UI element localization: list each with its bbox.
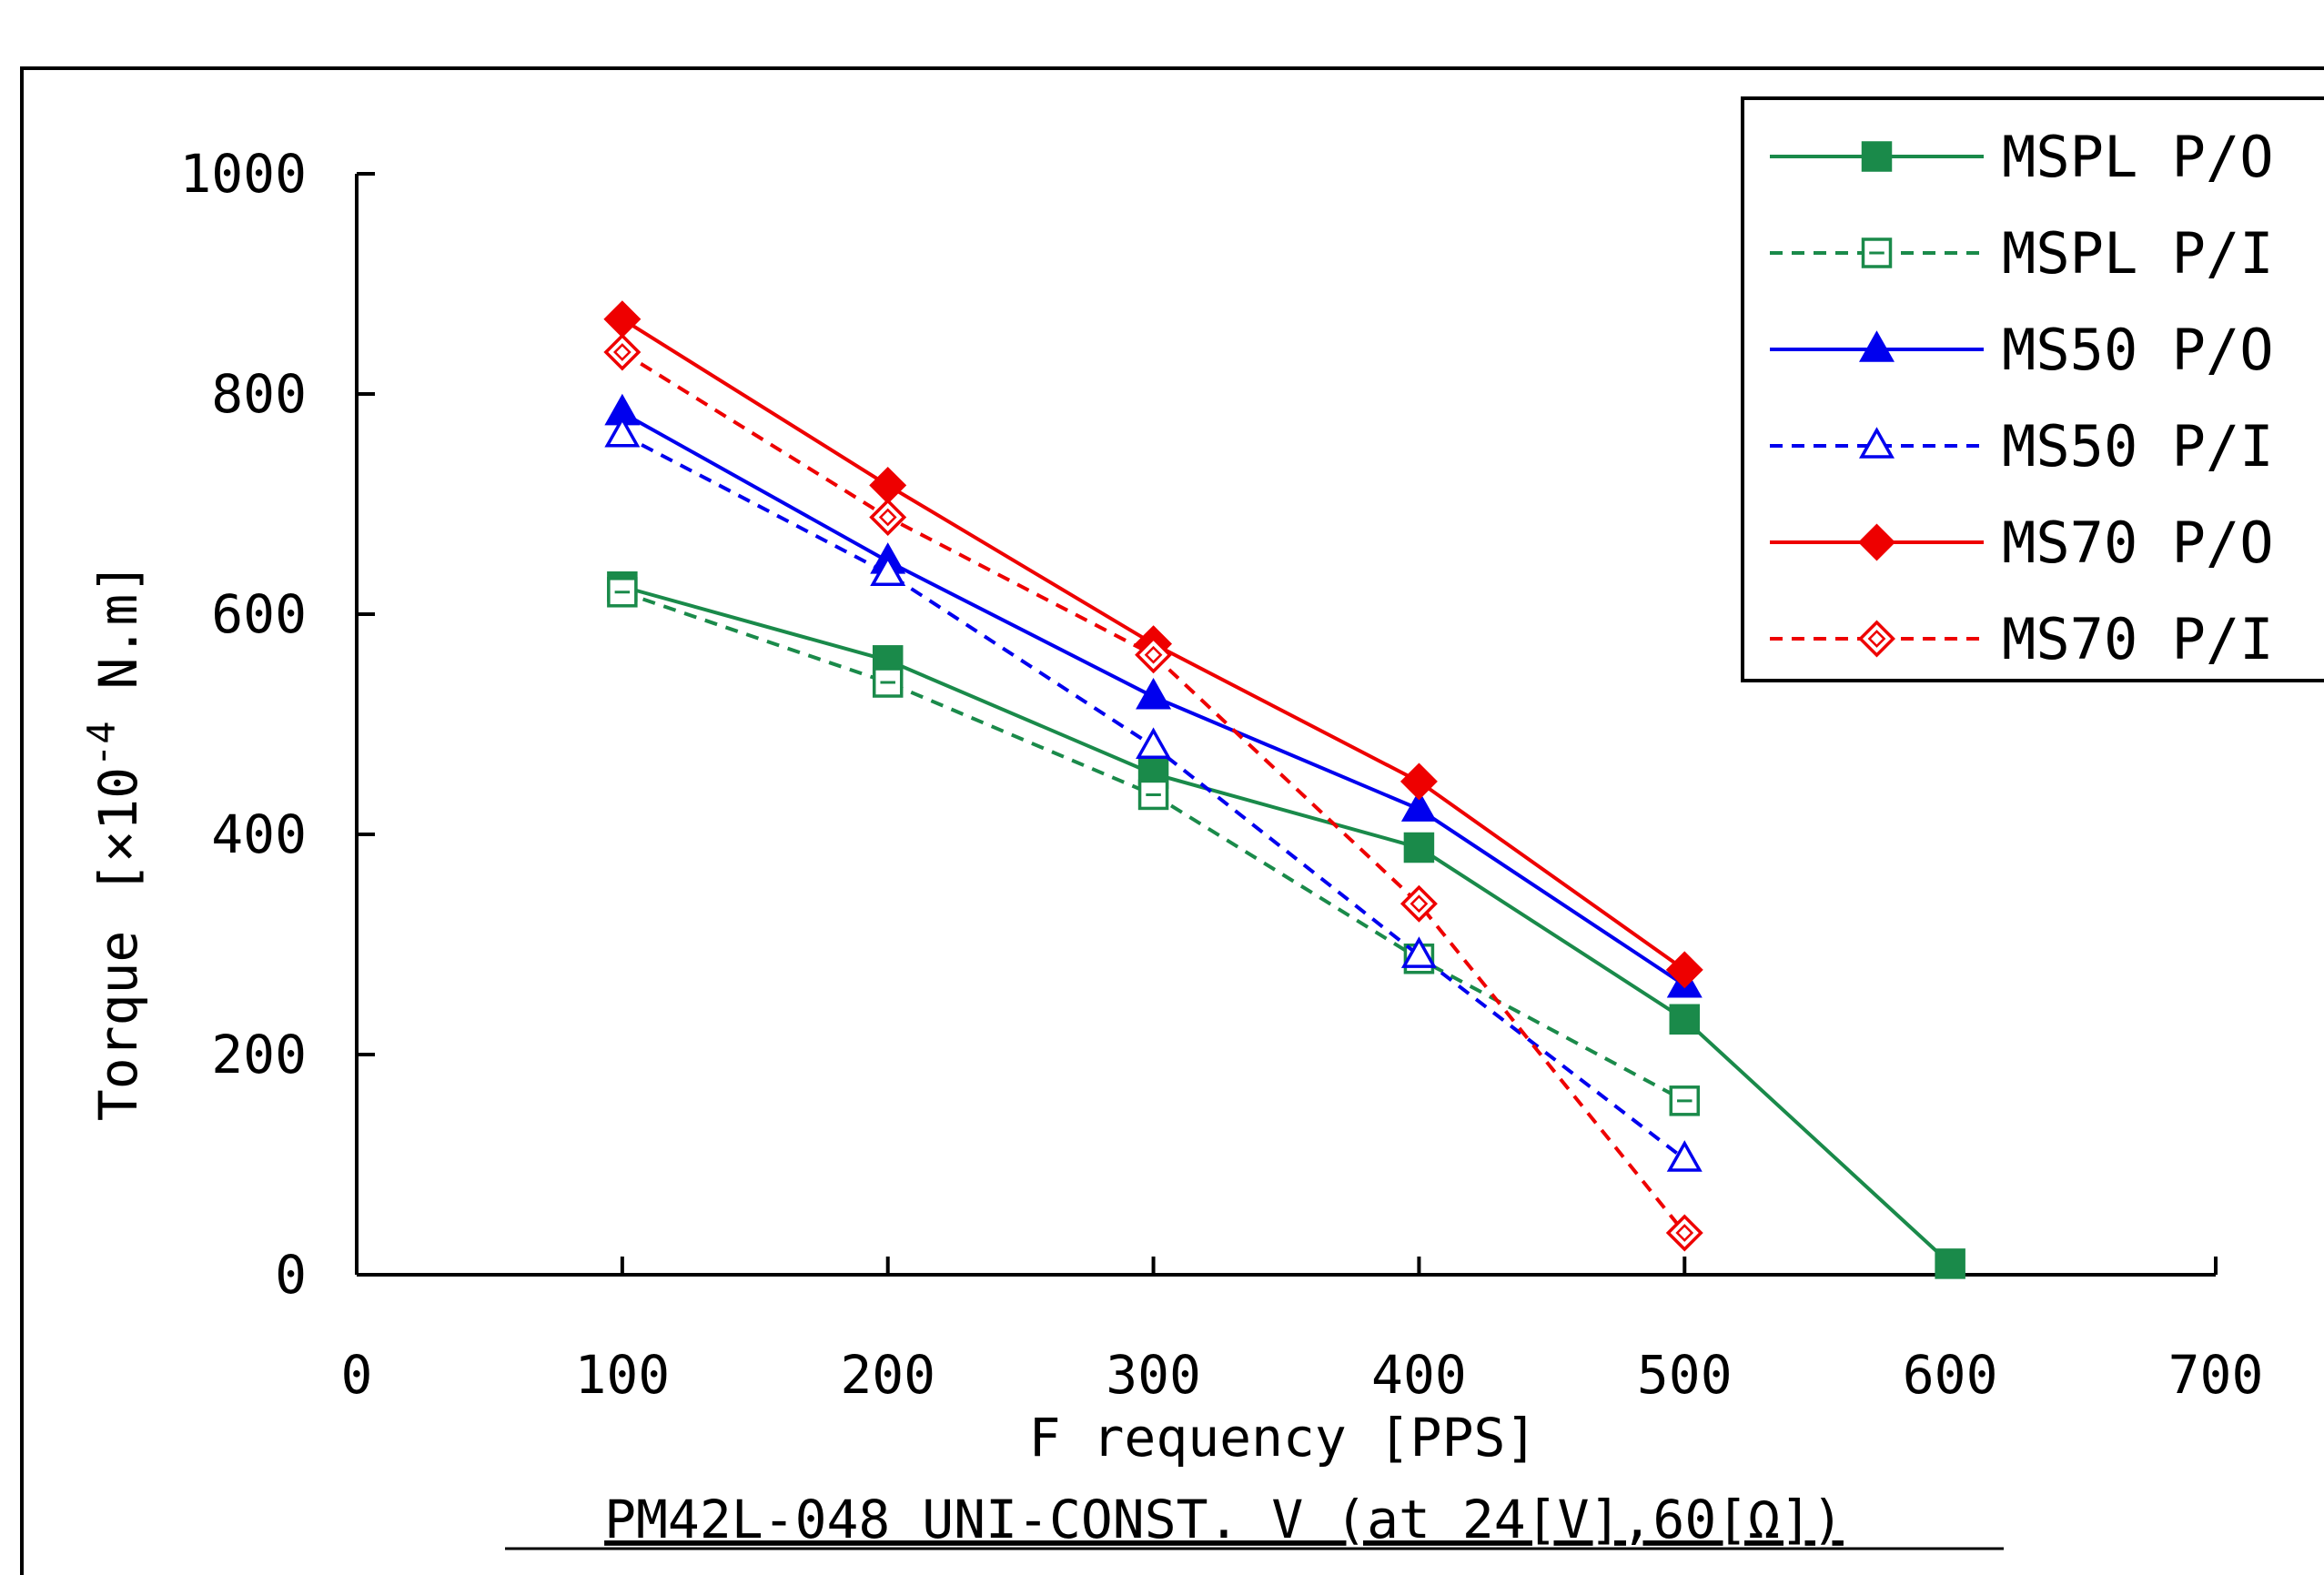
chart-frame xyxy=(20,66,2324,1575)
y-tick-label: 200 xyxy=(211,1024,307,1085)
legend-entry: MSPL P/O xyxy=(1770,124,2274,190)
data-point xyxy=(1935,1248,1965,1279)
legend-marker xyxy=(1861,141,1893,172)
x-tick-label: 400 xyxy=(1371,1344,1467,1406)
data-point xyxy=(1399,884,1438,923)
marker-detail xyxy=(878,508,897,527)
series-line xyxy=(621,584,1952,1266)
y-tick-label: 0 xyxy=(275,1244,307,1306)
data-point xyxy=(603,300,642,338)
legend: MSPL P/O MSPL P/I MS50 P/O MS50 P/I MS70 P/O… xyxy=(1741,96,2324,682)
y-tick-label: 400 xyxy=(211,803,307,865)
data-point xyxy=(869,466,907,504)
data-point xyxy=(1665,1214,1703,1252)
marker-detail xyxy=(1410,894,1429,914)
marker-detail xyxy=(612,343,632,361)
y-tick-label: 800 xyxy=(211,363,307,425)
data-point xyxy=(607,577,638,608)
legend-label: MS50 P/O xyxy=(2002,317,2274,383)
data-point xyxy=(1400,790,1437,822)
y-axis-label-unit-close: N.m] xyxy=(87,562,149,722)
plot-series xyxy=(603,300,1965,1279)
series-ms50-p-i xyxy=(604,415,1703,1172)
marker-detail xyxy=(1675,1224,1694,1242)
y-axis-label-main: Torque xyxy=(87,931,149,1122)
x-tick-label: 100 xyxy=(574,1344,670,1406)
data-point xyxy=(1665,951,1703,989)
series-ms50-p-o xyxy=(604,393,1703,998)
axes: 0 200 400 600 800 1000 0 100 200 300 400 500 600 700 xyxy=(179,143,2263,1406)
y-axis-label-unit-open: [×10 xyxy=(87,767,149,894)
legend-entry: MSPL P/I xyxy=(1770,220,2274,287)
data-point xyxy=(1136,727,1172,759)
legend-marker xyxy=(1858,620,1895,658)
legend-label: MS50 P/I xyxy=(2002,413,2274,480)
data-point xyxy=(1399,762,1438,801)
legend-entry: MS70 P/O xyxy=(1770,510,2274,576)
x-tick-label: 200 xyxy=(840,1344,935,1406)
legend-label: MSPL P/O xyxy=(2002,124,2274,190)
y-axis-label-exponent: -4 xyxy=(79,721,124,767)
legend-box xyxy=(1741,96,2324,682)
x-tick-label: 600 xyxy=(1903,1344,1998,1406)
legend-marker xyxy=(1858,523,1895,561)
series-ms70-p-i xyxy=(603,333,1703,1252)
y-axis-label: Torque [×10-4 N.m] xyxy=(79,562,149,1121)
legend-marker xyxy=(1859,330,1895,362)
x-tick-label: 300 xyxy=(1106,1344,1201,1406)
x-tick-label: 0 xyxy=(341,1344,373,1406)
x-tick-label: 500 xyxy=(1637,1344,1733,1406)
data-point xyxy=(603,333,642,371)
legend-entry: MS50 P/I xyxy=(1770,413,2274,480)
data-point xyxy=(1136,677,1172,710)
marker-detail xyxy=(1867,630,1886,648)
x-tick-label: 700 xyxy=(2168,1344,2264,1406)
chart-caption: PM42L-048 UNI-CONST. V (at 24[V],60[Ω]) xyxy=(604,1489,1844,1550)
x-axis-label: F requency [PPS] xyxy=(1029,1407,1538,1469)
data-point xyxy=(1403,832,1435,863)
data-point xyxy=(1666,1140,1703,1172)
legend-label: MS70 P/O xyxy=(2002,510,2274,576)
y-tick-label: 1000 xyxy=(179,143,307,205)
y-tick-label: 600 xyxy=(211,583,307,645)
marker-detail xyxy=(1144,645,1163,664)
legend-entry: MS50 P/O xyxy=(1770,317,2274,383)
legend-marker xyxy=(1859,427,1895,459)
data-point xyxy=(1135,636,1173,674)
data-point xyxy=(1400,936,1437,968)
data-point xyxy=(870,554,906,586)
data-point xyxy=(1669,1004,1701,1035)
data-point xyxy=(869,499,907,536)
data-point xyxy=(604,415,641,448)
legend-entry: MS70 P/I xyxy=(1770,606,2274,672)
legend-label: MSPL P/I xyxy=(2002,220,2274,287)
legend-label: MS70 P/I xyxy=(2002,606,2274,672)
